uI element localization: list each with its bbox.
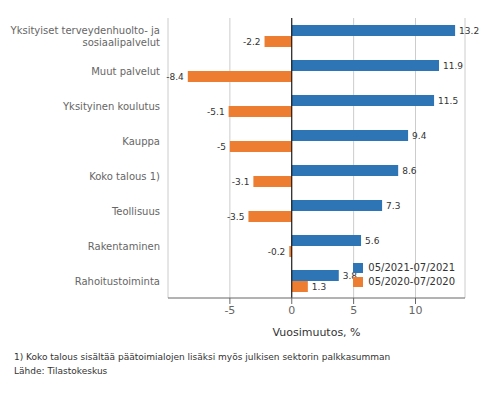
svg-text:-3.1: -3.1 — [232, 177, 250, 187]
svg-text:-2.2: -2.2 — [243, 37, 261, 47]
svg-text:Vuosimuutos, %: Vuosimuutos, % — [272, 326, 360, 339]
html-text:Lähde: Tilastokeskus: Lähde: Tilastokeskus — [14, 366, 108, 376]
svg-text:10: 10 — [409, 304, 423, 317]
svg-text:11.9: 11.9 — [443, 61, 463, 71]
svg-text:Kauppa: Kauppa — [122, 136, 160, 147]
svg-text:Rahoitustoiminta: Rahoitustoiminta — [75, 276, 160, 287]
svg-text:Teollisuus: Teollisuus — [111, 206, 160, 217]
svg-text:-5: -5 — [224, 304, 235, 317]
svg-text:0: 0 — [288, 304, 295, 317]
svg-text:-3.5: -3.5 — [227, 212, 245, 222]
svg-text:13.2: 13.2 — [459, 26, 479, 36]
svg-text:11.5: 11.5 — [438, 96, 458, 106]
svg-text:-5: -5 — [217, 142, 226, 152]
svg-text:-8.4: -8.4 — [166, 72, 184, 82]
svg-text:Yksityinen koulutus: Yksityinen koulutus — [62, 101, 160, 112]
html-text:05/2021-07/2021: 05/2021-07/2021 — [368, 262, 455, 273]
svg-text:5: 5 — [350, 304, 357, 317]
svg-text:Koko talous 1): Koko talous 1) — [89, 171, 160, 182]
svg-text:Rakentaminen: Rakentaminen — [88, 241, 160, 252]
svg-text:9.4: 9.4 — [412, 131, 427, 141]
svg-text:3.8: 3.8 — [342, 271, 358, 281]
svg-text:Yksityiset terveydenhuolto- ja: Yksityiset terveydenhuolto- jasosiaalipa… — [10, 25, 161, 48]
svg-text:7.3: 7.3 — [386, 201, 400, 211]
svg-text:8.6: 8.6 — [402, 166, 417, 176]
html-text:1) Koko talous sisältää päätoi: 1) Koko talous sisältää päätoimialojen l… — [14, 352, 391, 362]
svg-text:-0.2: -0.2 — [268, 247, 286, 257]
svg-text:-5.1: -5.1 — [207, 107, 225, 117]
html-text:05/2020-07/2020: 05/2020-07/2020 — [368, 276, 455, 287]
svg-text:5.6: 5.6 — [365, 236, 380, 246]
svg-text:1.3: 1.3 — [312, 282, 326, 292]
svg-text:Muut palvelut: Muut palvelut — [91, 66, 160, 77]
